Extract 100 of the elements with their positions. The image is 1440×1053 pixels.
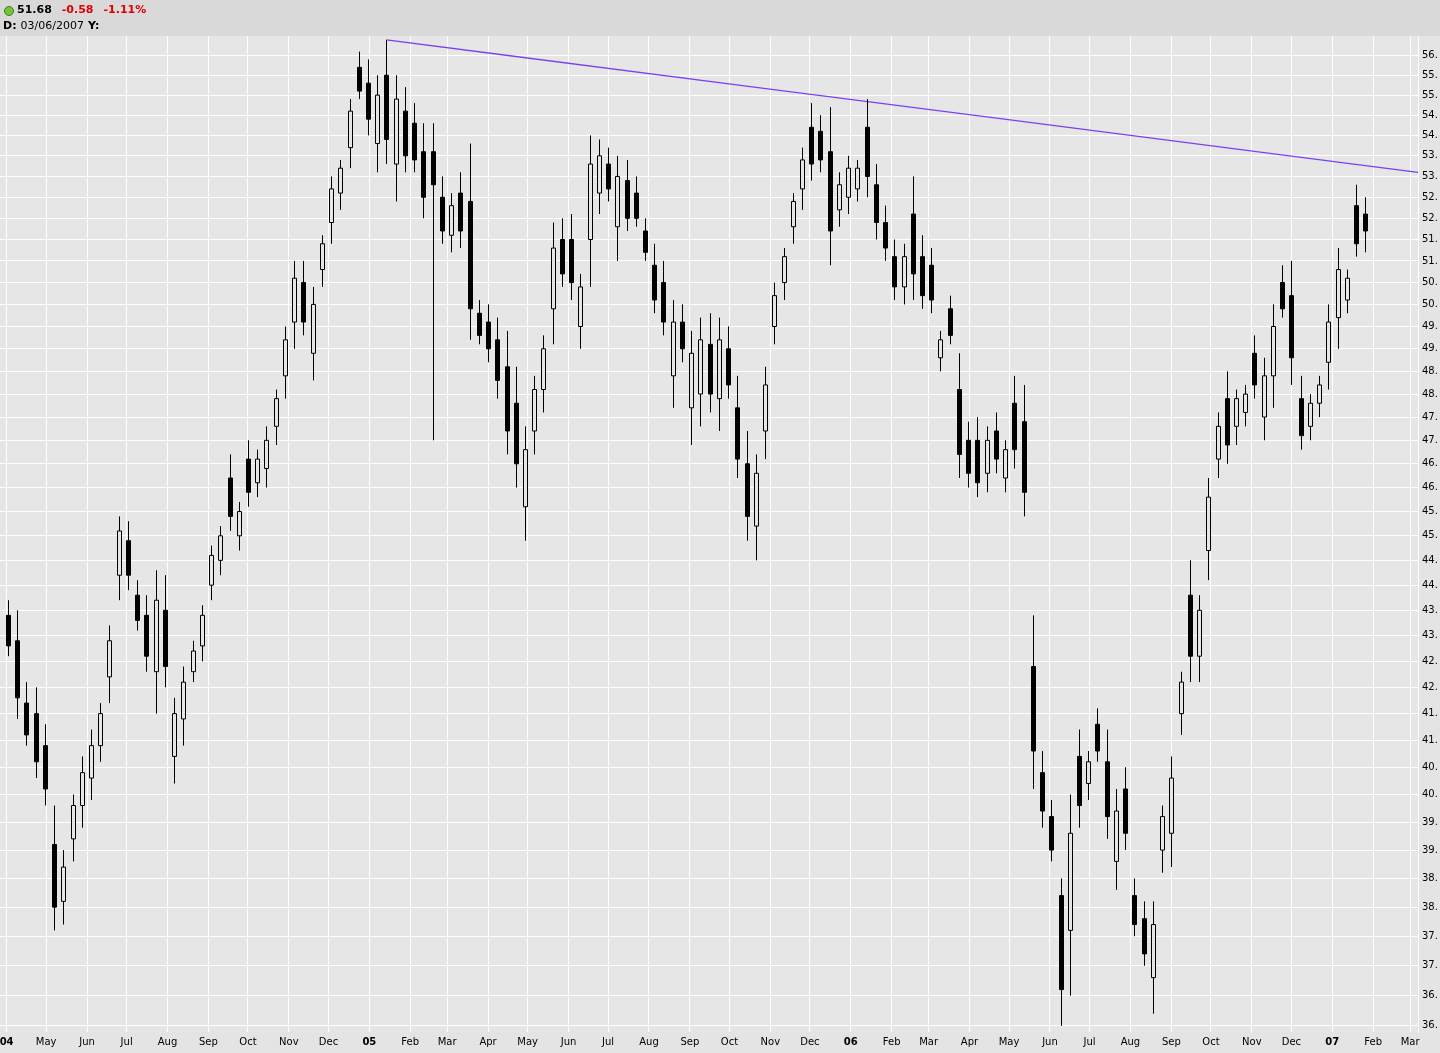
candlestick [652, 243, 657, 314]
y-tick-label: 37. [1422, 929, 1438, 941]
candlestick [34, 686, 39, 779]
y-tick-label: 49. [1422, 320, 1438, 332]
candlestick [1336, 247, 1341, 350]
candlestick [1354, 184, 1359, 258]
x-tick-label: Feb [1364, 1035, 1383, 1047]
candlestick [1151, 900, 1156, 1015]
y-tick-label: 43. [1422, 629, 1438, 641]
y-tick-label: 41. [1422, 707, 1438, 719]
candlestick [384, 39, 389, 165]
candlestick [1216, 411, 1221, 479]
candlestick [920, 234, 925, 310]
y-tick-label: 38. [1422, 872, 1438, 884]
candlestick [89, 729, 94, 801]
y-tick-label: 40. [1422, 760, 1438, 772]
candlestick [551, 222, 556, 345]
x-tick-label: Jun [1041, 1035, 1058, 1047]
x-tick-label: Aug [157, 1035, 178, 1047]
candlestick [1012, 375, 1017, 470]
x-tick-label: Feb [882, 1035, 901, 1047]
candlestick [846, 155, 851, 215]
candlestick [237, 501, 242, 552]
candlestick [754, 453, 759, 561]
candlestick [1040, 750, 1045, 829]
candlestick [1289, 260, 1294, 386]
x-tick-label: Jun [559, 1035, 577, 1047]
candlestick [1160, 805, 1165, 874]
candlestick [1105, 729, 1110, 840]
candlestick [1280, 264, 1285, 319]
x-tick-label: Nov [279, 1035, 299, 1047]
x-tick-label: Aug [639, 1035, 659, 1047]
candlestick [1095, 707, 1100, 763]
candlestick [209, 545, 214, 601]
candlestick [255, 449, 260, 498]
x-tick-label: Dec [1281, 1035, 1302, 1047]
candlestick [1132, 877, 1137, 937]
candlestick [1363, 196, 1368, 253]
candlestick [1022, 384, 1027, 517]
x-tick-label: May [35, 1035, 57, 1047]
candlestick [1142, 900, 1147, 967]
y-tick-label: 54. [1422, 108, 1438, 120]
candlestick [1197, 594, 1202, 683]
candlestick [606, 147, 611, 202]
candlestick [615, 155, 620, 262]
candlestick [1179, 671, 1184, 736]
candlestick [745, 430, 750, 542]
candlestick [1169, 755, 1174, 868]
candlestick [541, 334, 546, 413]
candlestick [1262, 357, 1267, 441]
candlestick [1308, 393, 1313, 441]
candlestick [1123, 766, 1128, 851]
candlestick [274, 389, 279, 446]
candlestick [1271, 303, 1276, 409]
candlestick [1299, 375, 1304, 451]
candlestick [24, 681, 29, 747]
y-tick-label: 54. [1422, 128, 1438, 140]
candlestick [181, 666, 186, 747]
candlestick [468, 143, 473, 341]
text: 51.68 [17, 3, 52, 16]
candlestick [440, 175, 445, 245]
y-tick-label: 51. [1422, 233, 1438, 245]
candlestick [458, 171, 463, 249]
candlestick [98, 702, 103, 763]
y-tick-label: 40. [1422, 788, 1438, 800]
x-tick-label: Sep [680, 1035, 700, 1047]
y-tick-label: 47. [1422, 433, 1438, 445]
y-tick-label: 49. [1422, 342, 1438, 354]
text: -0.58 [61, 3, 94, 16]
candlestick [338, 159, 343, 211]
candlestick [782, 247, 787, 301]
candlestick [837, 171, 842, 228]
candlestick [855, 159, 860, 202]
x-tick-label: Dec [318, 1035, 339, 1047]
candlestick [43, 723, 48, 806]
candlestick [1049, 799, 1054, 862]
candlestick [301, 260, 306, 336]
x-tick-label: Jul [119, 1035, 133, 1047]
y-tick-label: 50. [1422, 298, 1438, 310]
candlestick [726, 325, 731, 400]
y-tick-label: 36. [1422, 989, 1438, 1001]
candlestick [329, 175, 334, 245]
candlestick [532, 375, 537, 455]
candlestick [403, 86, 408, 173]
x-tick-label: Nov [1242, 1035, 1262, 1047]
candlestick [634, 175, 639, 228]
x-tick-label: Mar [1400, 1035, 1421, 1047]
y-tick-label: 39. [1422, 843, 1438, 855]
candlestick [929, 247, 934, 314]
candlestick [1003, 439, 1008, 493]
candlestick [735, 375, 740, 479]
x-tick-label: Jul [601, 1035, 615, 1047]
candlestick [1031, 614, 1036, 790]
candlestick [421, 122, 426, 219]
candlestick [264, 425, 269, 489]
candlestick [560, 217, 565, 288]
candlestick [292, 260, 297, 350]
y-tick-label: 55. [1422, 68, 1438, 80]
candlestick [588, 134, 593, 288]
y-tick-label: 52. [1422, 190, 1438, 202]
